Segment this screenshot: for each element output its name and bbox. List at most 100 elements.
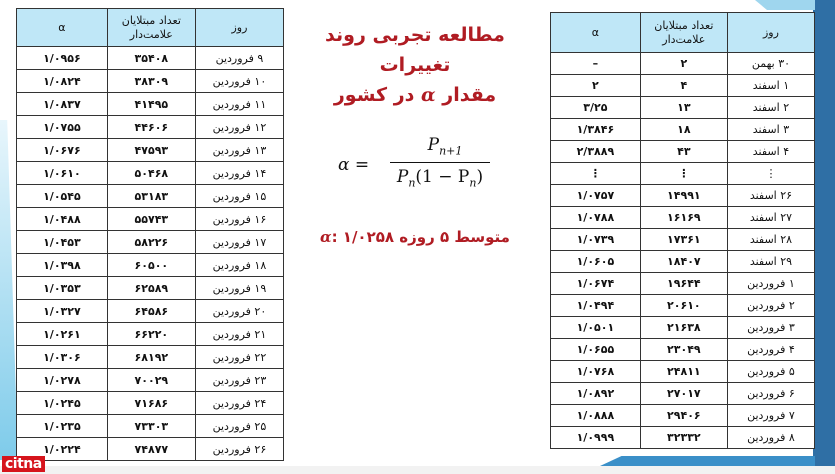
alpha-cell: ۲	[550, 74, 641, 97]
table-row: ۶ فروردین ۲۷۰۱۷ ۱/۰۸۹۲	[550, 382, 816, 405]
alpha-cell: ۱/۰۵۴۵	[16, 184, 108, 208]
formula-text: )	[476, 167, 484, 187]
day-cell: ۲۰ فروردین	[194, 299, 285, 323]
count-cell: ۴	[639, 74, 728, 97]
alpha-cell: –	[550, 52, 641, 75]
title-line-1: مطالعه تجربی روند تغییرات	[325, 24, 505, 76]
alpha-cell: ۱/۰۵۰۱	[550, 316, 641, 339]
count-cell: ۵۰۴۶۸	[106, 161, 196, 185]
alpha-table-right: روز تعداد مبتلایان علامت‌دار α ۳۰ بهمن ۲– ۱…	[550, 12, 816, 449]
count-cell: ⋮	[639, 162, 728, 185]
day-cell: ۱۸ فروردین	[194, 253, 285, 277]
formula-sub: n	[408, 176, 416, 190]
count-cell: ۷۰۰۲۹	[106, 368, 196, 392]
count-cell: ۷۳۳۰۳	[106, 414, 196, 438]
header-day: روز	[194, 8, 285, 47]
day-cell: ۱۲ فروردین	[194, 115, 285, 139]
day-cell: ۲۳ فروردین	[194, 368, 285, 392]
day-cell: ۶ فروردین	[726, 382, 816, 405]
table-row: ۱۵ فروردین ۵۳۱۸۳ ۱/۰۵۴۵	[16, 184, 285, 208]
formula-numerator: Pn+1	[400, 135, 490, 157]
day-cell: ۴ اسفند	[726, 140, 816, 163]
alpha-cell: ۱/۰۷۸۸	[550, 206, 641, 229]
alpha-cell: ۱/۰۴۵۳	[16, 230, 108, 254]
table-row: ۳ فروردین ۲۱۶۳۸ ۱/۰۵۰۱	[550, 316, 816, 339]
day-cell: ۱۳ فروردین	[194, 138, 285, 162]
day-cell: ⋮	[726, 162, 816, 185]
alpha-cell: ۱/۰۶۰۵	[550, 250, 641, 273]
table-row: ۲۴ فروردین ۷۱۶۸۶ ۱/۰۲۴۵	[16, 391, 285, 415]
table-row: ۲۸ اسفند ۱۷۳۶۱ ۱/۰۷۳۹	[550, 228, 816, 251]
alpha-cell: ۱/۰۸۳۷	[16, 92, 108, 116]
day-cell: ۲۲ فروردین	[194, 345, 285, 369]
count-cell: ۲۹۴۰۶	[639, 404, 728, 427]
header-alpha: α	[550, 12, 641, 53]
table-row: ⋮ ⋮ ⋮	[550, 162, 816, 185]
day-cell: ۹ فروردین	[194, 46, 285, 70]
count-cell: ۱۸۴۰۷	[639, 250, 728, 273]
header-alpha: α	[16, 8, 108, 47]
table-header-row: روز تعداد مبتلایان علامت‌دار α	[16, 8, 285, 47]
table-row: ۲۶ فروردین ۷۴۸۷۷ ۱/۰۲۲۴	[16, 437, 285, 461]
day-cell: ۲۶ اسفند	[726, 184, 816, 207]
day-cell: ۸ فروردین	[726, 426, 816, 449]
alpha-cell: ۱/۰۴۸۸	[16, 207, 108, 231]
alpha-cell: ۱/۰۷۵۵	[16, 115, 108, 139]
alpha-symbol: α	[421, 84, 436, 106]
day-cell: ۲ اسفند	[726, 96, 816, 119]
day-cell: ۲۵ فروردین	[194, 414, 285, 438]
alpha-cell: ۱/۰۳۰۶	[16, 345, 108, 369]
day-cell: ۱۱ فروردین	[194, 92, 285, 116]
alpha-cell: ۱/۰۹۵۶	[16, 46, 108, 70]
alpha-symbol: α	[320, 228, 332, 246]
count-cell: ۴۷۵۹۳	[106, 138, 196, 162]
alpha-cell: ۳/۲۵	[550, 96, 641, 119]
table-row: ۲۶ اسفند ۱۴۹۹۱ ۱/۰۷۵۷	[550, 184, 816, 207]
formula-lhs: α =	[338, 155, 370, 175]
count-cell: ۵۵۷۴۳	[106, 207, 196, 231]
fraction-bar	[390, 162, 490, 163]
formula-sub: n+1	[439, 144, 463, 158]
alpha-cell: ۱/۰۹۹۹	[550, 426, 641, 449]
day-cell: ۲۱ فروردین	[194, 322, 285, 346]
day-cell: ۲ فروردین	[726, 294, 816, 317]
formula-denominator: Pn(1 − Pn)	[390, 167, 490, 189]
count-cell: ۱۶۱۶۹	[639, 206, 728, 229]
day-cell: ۲۴ فروردین	[194, 391, 285, 415]
count-cell: ۶۴۵۸۶	[106, 299, 196, 323]
header-count-line2: علامت‌دار	[129, 27, 173, 41]
day-cell: ۱۹ فروردین	[194, 276, 285, 300]
day-cell: ۴ فروردین	[726, 338, 816, 361]
table-header-row: روز تعداد مبتلایان علامت‌دار α	[550, 12, 816, 53]
table-row: ۱۰ فروردین ۳۸۳۰۹ ۱/۰۸۲۴	[16, 69, 285, 93]
day-cell: ۳۰ بهمن	[726, 52, 816, 75]
count-cell: ۶۸۱۹۲	[106, 345, 196, 369]
five-day-average: متوسط ۵ روزه α: ۱/۰۲۵۸	[290, 228, 540, 246]
count-cell: ۶۲۵۸۹	[106, 276, 196, 300]
table-row: ۱ فروردین ۱۹۶۴۴ ۱/۰۶۷۴	[550, 272, 816, 295]
day-cell: ۲۹ اسفند	[726, 250, 816, 273]
count-cell: ۶۶۲۲۰	[106, 322, 196, 346]
formula-text: (1 − P	[415, 167, 470, 187]
alpha-formula: α = Pn+1 Pn(1 − Pn)	[330, 135, 500, 195]
table-row: ۲۰ فروردین ۶۴۵۸۶ ۱/۰۳۲۷	[16, 299, 285, 323]
alpha-cell: ۱/۰۶۵۵	[550, 338, 641, 361]
table-row: ۱۳ فروردین ۴۷۵۹۳ ۱/۰۶۷۶	[16, 138, 285, 162]
alpha-cell: ۱/۰۷۳۹	[550, 228, 641, 251]
title-text: مقدار	[442, 84, 497, 106]
day-cell: ۱ فروردین	[726, 272, 816, 295]
alpha-cell: ۱/۰۲۳۵	[16, 414, 108, 438]
day-cell: ۳ اسفند	[726, 118, 816, 141]
alpha-cell: ۱/۰۲۴۵	[16, 391, 108, 415]
citna-logo: citna	[2, 456, 45, 472]
day-cell: ۵ فروردین	[726, 360, 816, 383]
table-row: ۱۲ فروردین ۴۴۶۰۶ ۱/۰۷۵۵	[16, 115, 285, 139]
day-cell: ۳ فروردین	[726, 316, 816, 339]
count-cell: ۲۷۰۱۷	[639, 382, 728, 405]
count-cell: ۲۳۰۴۹	[639, 338, 728, 361]
header-day: روز	[726, 12, 816, 53]
table-row: ۲۳ فروردین ۷۰۰۲۹ ۱/۰۲۷۸	[16, 368, 285, 392]
header-count-line1: تعداد مبتلایان	[121, 13, 181, 27]
count-cell: ۶۰۵۰۰	[106, 253, 196, 277]
